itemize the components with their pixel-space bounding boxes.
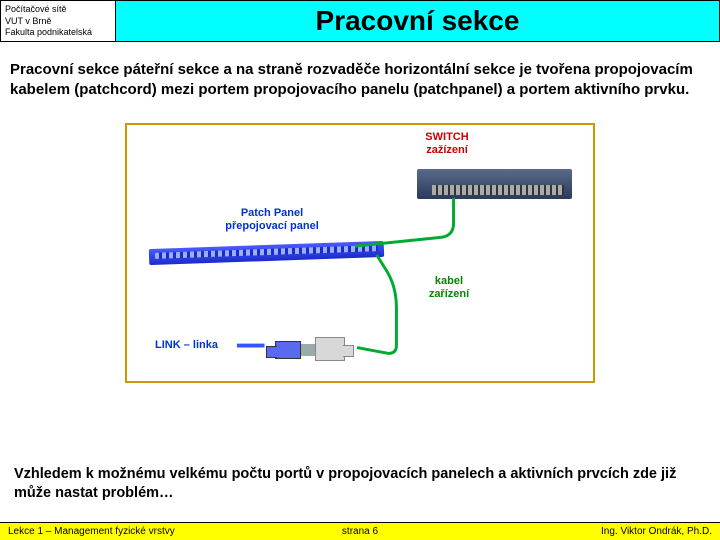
switch-icon — [417, 169, 572, 199]
patchpanel-label: Patch Panel přepojovací panel — [207, 207, 337, 233]
cable-label: kabel zařízení — [409, 275, 489, 301]
footer-left: Lekce 1 – Management fyzické vrstvy — [8, 526, 175, 537]
footer-bar: Lekce 1 – Management fyzické vrstvy stra… — [0, 522, 720, 540]
cable-label-l2: zařízení — [429, 288, 469, 300]
header-bar: Počítačové sítě VUT v Brně Fakulta podni… — [0, 0, 720, 42]
header-title-area: Pracovní sekce — [116, 1, 719, 41]
coupler-icon — [301, 344, 315, 356]
footer-right: Ing. Viktor Ondrák, Ph.D. — [601, 526, 712, 537]
cable-label-l1: kabel — [435, 275, 463, 287]
header-institution: Počítačové sítě VUT v Brně Fakulta podni… — [1, 1, 116, 41]
intro-paragraph: Pracovní sekce páteřní sekce a na straně… — [0, 42, 720, 111]
switch-label-l1: SWITCH — [425, 131, 468, 143]
rj45-jack-icon — [315, 337, 345, 361]
closing-paragraph: Vzhledem k možnému velkému počtu portů v… — [0, 465, 720, 504]
page-title: Pracovní sekce — [316, 5, 520, 37]
diagram-frame: SWITCH zažízení Patch Panel přepojovací … — [125, 123, 595, 383]
patchpanel-icon — [149, 240, 384, 264]
patch-label-l1: Patch Panel — [241, 207, 303, 219]
switch-label: SWITCH zažízení — [397, 131, 497, 157]
footer-center: strana 6 — [342, 526, 378, 537]
rj45-plug-icon — [275, 341, 301, 359]
patch-label-l2: přepojovací panel — [225, 220, 319, 232]
inst-line2: VUT v Brně — [5, 16, 111, 28]
link-label: LINK – linka — [155, 339, 245, 352]
inst-line3: Fakulta podnikatelská — [5, 27, 111, 39]
connector-icon — [275, 335, 359, 365]
switch-label-l2: zažízení — [426, 144, 468, 156]
inst-line1: Počítačové sítě — [5, 4, 111, 16]
